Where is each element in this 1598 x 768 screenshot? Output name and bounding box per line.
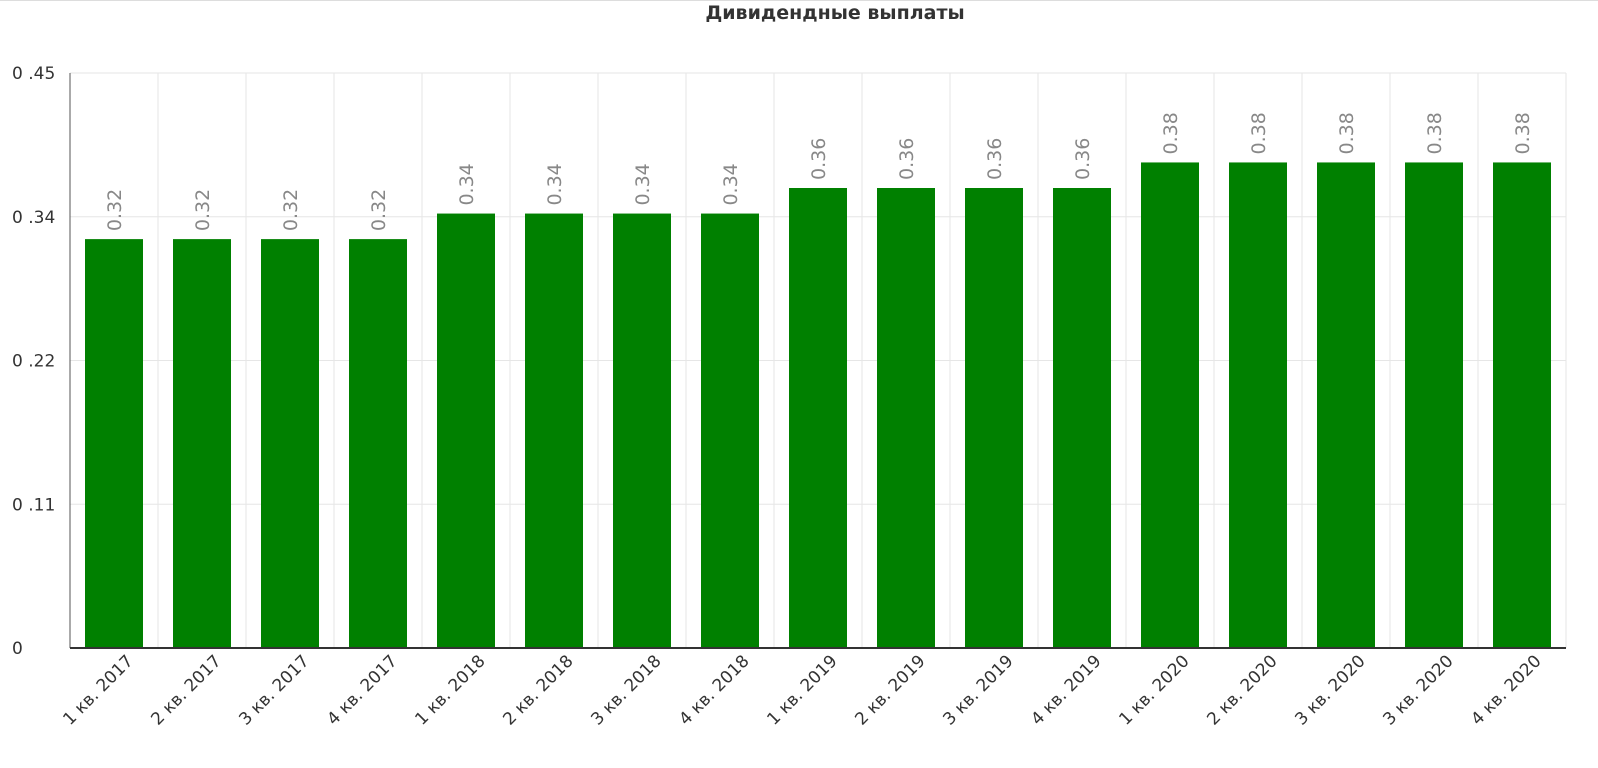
data-label: 0.38 [1512, 112, 1534, 154]
y-tick-label: 0 .45 [12, 64, 55, 84]
x-tick-label: 4 кв. 2020 [1467, 651, 1545, 729]
y-tick-label: 0 [12, 639, 23, 659]
data-label: 0.34 [632, 163, 654, 205]
chart-title: Дивидендные выплаты [705, 2, 964, 24]
data-label: 0.38 [1336, 112, 1358, 154]
x-tick-label: 1 кв. 2019 [763, 651, 841, 729]
x-tick-label: 2 кв. 2017 [147, 651, 225, 729]
bar [525, 213, 583, 649]
bar [261, 239, 319, 648]
bar [437, 213, 495, 649]
data-label: 0.34 [720, 163, 742, 205]
data-label: 0.32 [368, 189, 390, 231]
y-tick-label: 0 .34 [12, 208, 55, 228]
data-label: 0.34 [544, 163, 566, 205]
data-label: 0.38 [1424, 112, 1446, 154]
data-label: 0.36 [984, 138, 1006, 180]
y-tick-label: 0 .22 [12, 352, 55, 372]
data-label: 0.32 [104, 189, 126, 231]
x-tick-label: 3 кв. 2018 [587, 651, 665, 729]
x-tick-label: 3 кв. 2019 [939, 651, 1017, 729]
bar [85, 239, 143, 648]
x-tick-label: 2 кв. 2019 [851, 651, 929, 729]
bar [701, 213, 759, 649]
data-label: 0.38 [1248, 112, 1270, 154]
data-label: 0.36 [1072, 138, 1094, 180]
x-tick-label: 3 кв. 2017 [235, 651, 313, 729]
x-tick-label: 1 кв. 2020 [1115, 651, 1193, 729]
bar [965, 188, 1023, 648]
data-label: 0.32 [192, 189, 214, 231]
bar [613, 213, 671, 649]
data-label: 0.36 [808, 138, 830, 180]
data-label: 0.32 [280, 189, 302, 231]
bar [877, 188, 935, 648]
bar [1317, 162, 1375, 648]
bar [173, 239, 231, 648]
bar [1141, 162, 1199, 648]
x-tick-label: 3 кв. 2020 [1291, 651, 1369, 729]
data-label: 0.34 [456, 163, 478, 205]
data-label: 0.36 [896, 138, 918, 180]
bar [1405, 162, 1463, 648]
x-tick-label: 2 кв. 2018 [499, 651, 577, 729]
x-tick-label: 1 кв. 2017 [59, 651, 137, 729]
bar [789, 188, 847, 648]
x-tick-label: 3 кв. 2020 [1379, 651, 1457, 729]
x-tick-label: 4 кв. 2017 [323, 651, 401, 729]
x-tick-label: 2 кв. 2020 [1203, 651, 1281, 729]
x-tick-label: 4 кв. 2018 [675, 651, 753, 729]
x-tick-label: 1 кв. 2018 [411, 651, 489, 729]
x-tick-label: 4 кв. 2019 [1027, 651, 1105, 729]
bar [1493, 162, 1551, 648]
data-label: 0.38 [1160, 112, 1182, 154]
bar [349, 239, 407, 648]
bar [1053, 188, 1111, 648]
y-tick-label: 0 .11 [12, 495, 55, 515]
bar [1229, 162, 1287, 648]
